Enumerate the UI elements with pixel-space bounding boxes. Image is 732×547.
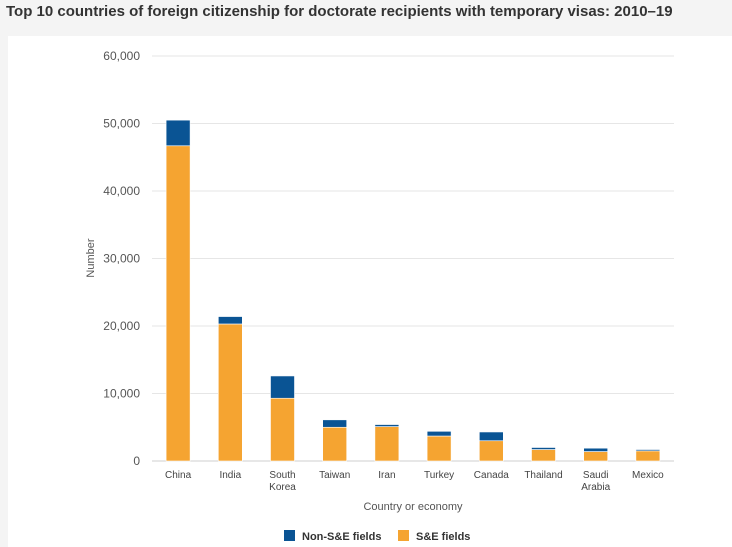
bar-se-segment: [531, 449, 556, 462]
y-tick-label: 20,000: [103, 319, 140, 333]
chart-title: Top 10 countries of foreign citizenship …: [6, 3, 673, 20]
x-tick-label: Taiwan: [319, 470, 350, 481]
x-axis-title: Country or economy: [363, 501, 463, 513]
y-tick-label: 40,000: [103, 184, 140, 198]
bar-se-segment: [635, 450, 661, 462]
x-tick-label: India: [219, 470, 241, 481]
y-axis-title: Number: [85, 238, 97, 277]
x-tick-label: China: [165, 470, 192, 481]
x-tick-label: Turkey: [424, 470, 454, 481]
chart-panel: 0 10,000 20,000 30,000 40,000 50,000 60,000 Num…: [8, 36, 732, 547]
x-tick-label: Mexico: [632, 470, 664, 481]
x-tick-label: Canada: [474, 470, 509, 481]
bar-se-segment: [478, 440, 504, 462]
bar-non-se-segment: [478, 431, 504, 442]
bar-non-se-segment: [635, 449, 661, 452]
x-tick-label: Thailand: [524, 470, 562, 481]
legend-label: S&E fields: [416, 531, 470, 543]
bar-se-segment: [426, 435, 452, 462]
bar-non-se-segment: [322, 419, 348, 428]
bar-non-se-segment: [165, 119, 191, 147]
legend-label: Non-S&E fields: [302, 531, 381, 543]
bar-se-segment: [322, 426, 348, 462]
bar-se-segment: [218, 323, 243, 462]
bar-non-se-segment: [374, 424, 400, 427]
x-tick-label: Iran: [378, 470, 395, 481]
bar-non-se-segment: [426, 430, 452, 437]
bar-non-se-segment: [218, 316, 243, 325]
x-tick-label: Saudi: [583, 470, 609, 481]
y-tick-label: 50,000: [103, 117, 140, 131]
y-tick-label: 30,000: [103, 252, 140, 266]
bar-non-se-segment: [270, 375, 295, 399]
bar-se-segment: [374, 426, 400, 462]
y-tick-label: 60,000: [103, 49, 140, 63]
bar-se-segment: [583, 451, 609, 462]
x-tick-label: South: [269, 470, 295, 481]
y-tick-label: 0: [133, 454, 140, 468]
legend-swatch-se: [398, 530, 409, 541]
bar-se-segment: [270, 397, 295, 462]
x-tick-label: Arabia: [581, 482, 610, 493]
bar-chart: 0 10,000 20,000 30,000 40,000 50,000 60,000 Num…: [85, 49, 674, 543]
bar-non-se-segment: [531, 447, 556, 450]
bar-non-se-segment: [583, 447, 609, 452]
bar-se-segment: [165, 145, 191, 462]
y-tick-label: 10,000: [103, 387, 140, 401]
legend-swatch-non-se: [284, 530, 295, 541]
x-tick-label: Korea: [269, 482, 296, 493]
